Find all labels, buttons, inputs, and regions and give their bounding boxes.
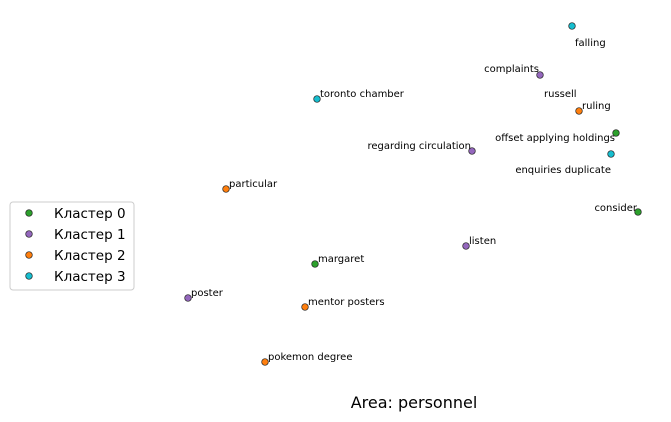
point-label-regarding-circulation: regarding circulation — [367, 141, 471, 152]
point-label-margaret: margaret — [318, 254, 364, 265]
scatter-point-poster — [184, 294, 192, 302]
scatter-point-listen — [462, 242, 470, 250]
legend-item-1: Кластер 1 — [25, 227, 126, 243]
point-label-pokemon-degree: pokemon degree — [268, 352, 352, 363]
scatter-point-mentor-posters — [301, 303, 309, 311]
legend-label-1: Кластер 1 — [54, 227, 126, 243]
point-label-enquiries-duplicate: enquiries duplicate — [515, 165, 611, 176]
scatter-point-enquiries-duplicate — [607, 150, 615, 158]
legend: Кластер 0 Кластер 1 Кластер 2 Кластер 3 — [9, 201, 135, 291]
scatter-point-regarding-circulation — [468, 147, 476, 155]
point-label-offset-applying-holdings: offset applying holdings — [495, 133, 615, 144]
point-label-toronto-chamber: toronto chamber — [320, 89, 405, 100]
point-label-russell: russell — [544, 89, 577, 100]
legend-marker-2 — [25, 251, 33, 259]
legend-frame — [9, 201, 135, 291]
point-label-listen: listen — [469, 236, 496, 247]
legend-marker-1 — [25, 230, 33, 238]
legend-marker-0 — [25, 209, 33, 217]
scatter-point-toronto-chamber — [313, 95, 321, 103]
point-label-particular: particular — [229, 179, 278, 190]
legend-label-2: Кластер 2 — [54, 248, 126, 264]
legend-item-3: Кластер 3 — [25, 269, 126, 285]
scatter-point-ruling — [575, 107, 583, 115]
legend-item-2: Кластер 2 — [25, 248, 126, 264]
point-label-complaints: complaints — [484, 64, 539, 75]
point-label-consider: consider — [594, 203, 637, 214]
point-label-mentor-posters: mentor posters — [308, 297, 385, 308]
legend-marker-3 — [25, 272, 33, 280]
scatter-point-pokemon-degree — [261, 358, 269, 366]
scatter-point-consider — [634, 208, 642, 216]
point-label-falling: falling — [575, 38, 606, 49]
point-label-ruling: ruling — [582, 101, 611, 112]
scatter-point-margaret — [311, 260, 319, 268]
scatter-point-offset-applying-holdings — [612, 129, 620, 137]
scatter-point-falling — [568, 22, 576, 30]
legend-item-0: Кластер 0 — [25, 206, 126, 222]
legend-items: Кластер 0 Кластер 1 Кластер 2 Кластер 3 — [25, 206, 126, 285]
chart-caption: Area: personnel — [351, 393, 478, 412]
scatter-point-particular — [222, 185, 230, 193]
points-layer — [184, 22, 642, 366]
legend-label-0: Кластер 0 — [54, 206, 126, 222]
point-label-poster: poster — [191, 288, 224, 299]
point-labels-layer: offset applying holdings consider margaret… — [191, 38, 638, 363]
legend-label-3: Кластер 3 — [54, 269, 126, 285]
scatter-point-complaints — [536, 71, 544, 79]
